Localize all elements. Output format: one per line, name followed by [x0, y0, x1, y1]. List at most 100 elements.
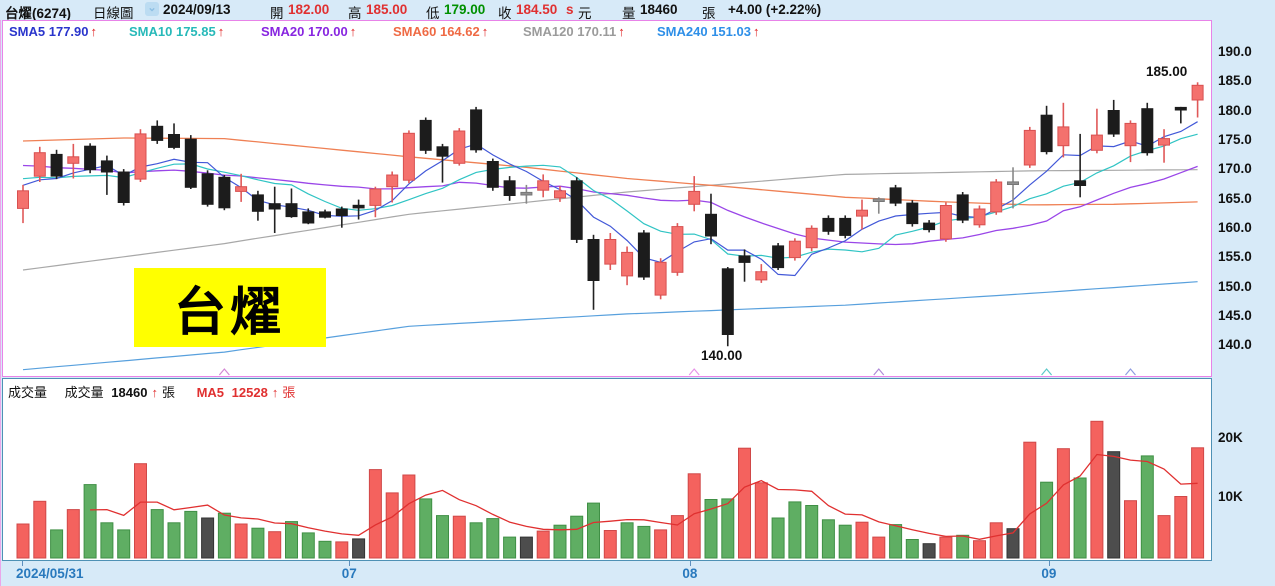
candle[interactable] [268, 186, 281, 233]
candle[interactable] [117, 169, 130, 206]
volume-bar[interactable] [738, 447, 751, 559]
volume-bar[interactable] [251, 527, 265, 559]
candle[interactable] [402, 130, 415, 184]
volume-bar[interactable] [654, 529, 668, 559]
candle[interactable] [100, 155, 113, 195]
chevron-down-icon[interactable]: ⌄ [145, 2, 159, 16]
candle[interactable] [973, 205, 986, 228]
candle[interactable] [805, 225, 818, 252]
candle[interactable] [1023, 126, 1036, 168]
candle[interactable] [251, 190, 264, 221]
volume-bar[interactable] [201, 517, 215, 559]
candle[interactable] [352, 199, 365, 220]
volume-bar[interactable] [1040, 481, 1054, 559]
volume-bar[interactable] [821, 519, 835, 559]
candle[interactable] [956, 192, 969, 224]
volume-bar[interactable] [352, 538, 366, 559]
volume-bar[interactable] [1056, 448, 1070, 559]
candle[interactable] [554, 186, 566, 202]
candle[interactable] [235, 173, 248, 202]
candle[interactable] [772, 243, 785, 270]
candle[interactable] [1007, 167, 1019, 209]
candle[interactable] [218, 175, 231, 211]
candle[interactable] [1090, 108, 1103, 154]
candle[interactable] [184, 135, 197, 189]
candle[interactable] [319, 209, 331, 219]
candle[interactable] [738, 249, 751, 282]
candle[interactable] [688, 176, 701, 212]
volume-bar[interactable] [184, 510, 198, 559]
volume-bar[interactable] [285, 521, 298, 559]
volume-chart-canvas[interactable] [3, 379, 1211, 560]
volume-bar[interactable] [1174, 496, 1188, 559]
volume-bar[interactable] [268, 531, 282, 559]
volume-bar[interactable] [100, 522, 114, 559]
volume-bar[interactable] [66, 509, 80, 559]
volume-bar[interactable] [385, 492, 399, 559]
volume-bar[interactable] [721, 498, 735, 559]
volume-bar[interactable] [83, 484, 97, 559]
candle[interactable] [788, 238, 801, 261]
candle[interactable] [419, 117, 432, 154]
candle[interactable] [520, 184, 533, 204]
candle[interactable] [151, 120, 164, 144]
candle[interactable] [67, 143, 80, 179]
volume-bar[interactable] [117, 529, 131, 559]
candle[interactable] [503, 176, 516, 201]
chart-type-label[interactable]: 日線圖 [93, 6, 134, 21]
candle[interactable] [721, 267, 734, 347]
volume-bar[interactable] [536, 530, 550, 559]
volume-bar[interactable] [956, 534, 970, 559]
volume-bar[interactable] [419, 498, 433, 559]
candle[interactable] [537, 174, 550, 198]
candle[interactable] [990, 179, 1003, 215]
volume-bar[interactable] [973, 540, 986, 559]
candle[interactable] [134, 129, 147, 182]
candle[interactable] [856, 199, 868, 230]
volume-bar[interactable] [570, 515, 584, 559]
candle[interactable] [386, 171, 399, 203]
volume-bar[interactable] [1107, 451, 1121, 559]
volume-bar[interactable] [1191, 447, 1205, 559]
candle[interactable] [1107, 99, 1120, 137]
candle[interactable] [17, 184, 29, 224]
volume-bar[interactable] [637, 525, 651, 559]
volume-bar[interactable] [905, 539, 919, 559]
candle[interactable] [285, 188, 298, 218]
volume-bar[interactable] [50, 529, 64, 559]
volume-bar[interactable] [486, 518, 500, 559]
candle[interactable] [436, 143, 449, 183]
volume-bar[interactable] [469, 522, 483, 559]
candle[interactable] [923, 220, 936, 233]
volume-bar[interactable] [1157, 515, 1171, 559]
volume-bar[interactable] [687, 473, 701, 559]
candle[interactable] [1141, 102, 1154, 156]
candle[interactable] [939, 202, 952, 242]
candle[interactable] [637, 230, 650, 280]
volume-bar[interactable] [754, 482, 768, 559]
volume-bar[interactable] [553, 524, 567, 559]
volume-bar[interactable] [1006, 528, 1020, 559]
candle[interactable] [33, 146, 46, 182]
volume-bar[interactable] [620, 522, 634, 559]
volume-bar[interactable] [788, 501, 802, 559]
candle[interactable] [335, 206, 348, 228]
volume-bar[interactable] [872, 536, 886, 559]
volume-bar[interactable] [670, 515, 684, 559]
volume-bar[interactable] [922, 543, 936, 559]
volume-bar[interactable] [16, 523, 30, 559]
volume-bar[interactable] [234, 523, 248, 559]
volume-bar[interactable] [519, 536, 533, 559]
candle[interactable] [621, 246, 634, 286]
candle[interactable] [1174, 106, 1187, 124]
volume-bar[interactable] [301, 532, 315, 559]
candle[interactable] [654, 258, 667, 300]
candle[interactable] [872, 197, 885, 214]
volume-bar[interactable] [838, 524, 852, 559]
volume-bar[interactable] [704, 499, 718, 559]
candle[interactable] [604, 233, 617, 270]
candle[interactable] [889, 184, 902, 207]
candle[interactable] [84, 143, 97, 174]
volume-bar[interactable] [939, 536, 953, 559]
candle[interactable] [1057, 102, 1070, 158]
